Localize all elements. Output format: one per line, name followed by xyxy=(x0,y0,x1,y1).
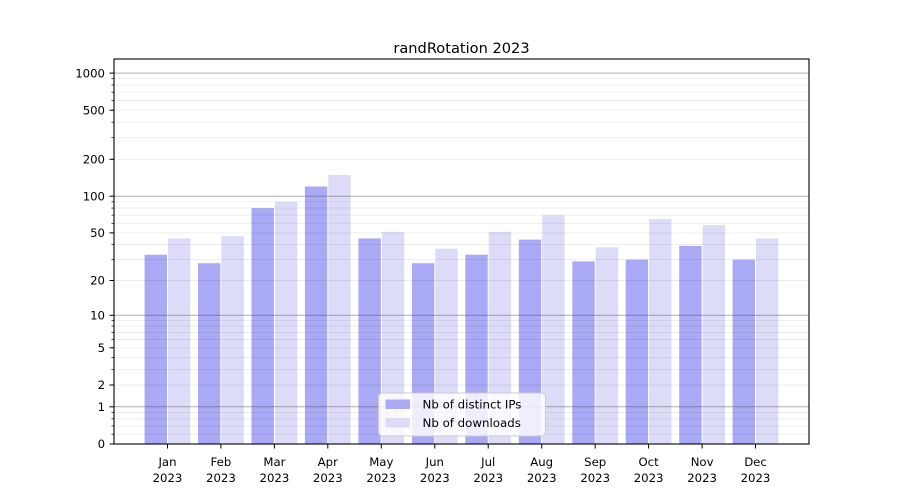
bar-nb-of-distinct-ips-apr-2023 xyxy=(304,186,328,444)
bar-nb-of-distinct-ips-jan-2023 xyxy=(144,254,167,444)
x-tick-label-year: 2023 xyxy=(313,471,343,485)
x-tick-label-year: 2023 xyxy=(153,471,183,485)
bar-nb-of-downloads-aug-2023 xyxy=(542,215,565,444)
legend-swatch-nb-of-distinct-ips xyxy=(385,399,410,409)
y-tick-label: 1 xyxy=(98,400,105,414)
bar-nb-of-downloads-apr-2023 xyxy=(328,175,351,444)
y-tick-label: 2 xyxy=(98,378,105,392)
x-tick-label-year: 2023 xyxy=(260,471,290,485)
bar-nb-of-downloads-jul-2023 xyxy=(488,231,512,444)
chart-title: randRotation 2023 xyxy=(393,40,529,57)
x-tick-label-month: Aug xyxy=(530,455,553,469)
x-tick-label-year: 2023 xyxy=(634,471,664,485)
bar-nb-of-distinct-ips-feb-2023 xyxy=(198,263,221,444)
x-tick-label-month: Nov xyxy=(691,455,714,469)
x-tick-label-year: 2023 xyxy=(687,471,717,485)
y-tick-label: 5 xyxy=(98,341,105,355)
bar-nb-of-downloads-dec-2023 xyxy=(756,238,779,444)
y-tick-label: 50 xyxy=(90,226,105,240)
x-tick-label-month: May xyxy=(369,455,393,469)
x-tick-label-month: Mar xyxy=(263,455,285,469)
bar-nb-of-distinct-ips-sep-2023 xyxy=(572,261,595,444)
x-tick-label-month: Jan xyxy=(157,455,176,469)
x-tick-label-year: 2023 xyxy=(206,471,236,485)
x-tick-label-year: 2023 xyxy=(741,471,771,485)
bar-nb-of-distinct-ips-nov-2023 xyxy=(679,245,702,444)
bar-nb-of-distinct-ips-may-2023 xyxy=(358,238,381,444)
bar-nb-of-distinct-ips-mar-2023 xyxy=(251,208,274,444)
bar-nb-of-downloads-nov-2023 xyxy=(702,225,725,444)
legend-label-nb-of-distinct-ips: Nb of distinct IPs xyxy=(423,398,522,412)
x-tick-label-month: Oct xyxy=(638,455,659,469)
x-tick-label-month: Feb xyxy=(211,455,232,469)
x-tick-label-month: Apr xyxy=(318,455,338,469)
bar-nb-of-downloads-oct-2023 xyxy=(649,219,672,444)
bar-nb-of-downloads-sep-2023 xyxy=(595,247,619,444)
bar-nb-of-distinct-ips-dec-2023 xyxy=(732,259,755,444)
y-tick-label: 20 xyxy=(90,274,105,288)
x-tick-label-year: 2023 xyxy=(366,471,396,485)
y-tick-label: 100 xyxy=(83,189,105,203)
bar-nb-of-downloads-mar-2023 xyxy=(274,201,298,444)
y-tick-label: 1000 xyxy=(75,66,105,80)
x-tick-label-month: Jul xyxy=(480,455,495,469)
plot-border xyxy=(113,58,810,445)
bar-nb-of-downloads-may-2023 xyxy=(381,231,405,444)
bar-nb-of-distinct-ips-oct-2023 xyxy=(625,259,649,444)
bar-nb-of-downloads-feb-2023 xyxy=(221,236,244,444)
x-tick-label-month: Jun xyxy=(425,455,444,469)
x-tick-label-year: 2023 xyxy=(580,471,610,485)
legend-swatch-nb-of-downloads xyxy=(385,418,410,428)
y-tick-label: 10 xyxy=(90,309,105,323)
bar-nb-of-downloads-jan-2023 xyxy=(168,238,191,444)
y-tick-label: 0 xyxy=(98,437,105,451)
x-tick-label-month: Sep xyxy=(584,455,606,469)
x-tick-label-month: Dec xyxy=(744,455,767,469)
x-tick-label-year: 2023 xyxy=(473,471,503,485)
y-tick-label: 500 xyxy=(83,103,105,117)
y-tick-label: 200 xyxy=(83,153,105,167)
legend-box xyxy=(378,392,546,437)
legend-label-nb-of-downloads: Nb of downloads xyxy=(423,416,521,430)
x-tick-label-year: 2023 xyxy=(420,471,450,485)
x-tick-label-year: 2023 xyxy=(527,471,557,485)
